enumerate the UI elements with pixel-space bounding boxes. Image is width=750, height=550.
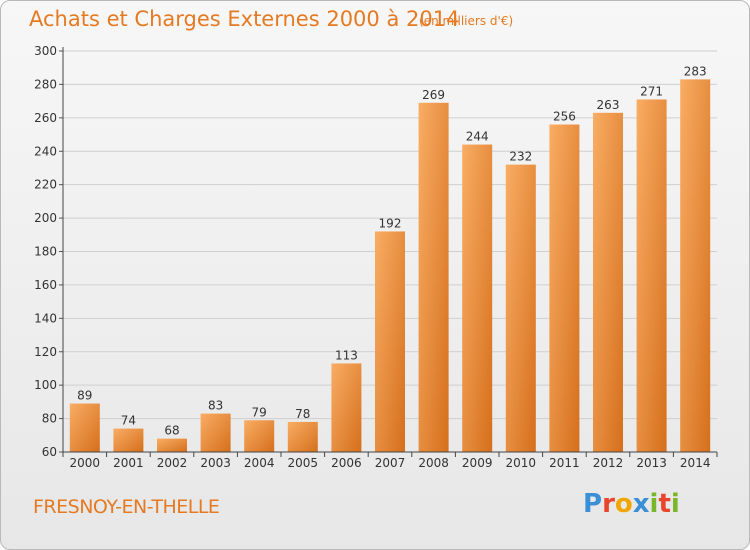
- data-label: 192: [379, 216, 402, 230]
- bar-2008: [418, 102, 449, 452]
- x-tick-label: 2010: [506, 456, 537, 470]
- chart-title: Achats et Charges Externes 2000 à 2014: [29, 7, 460, 31]
- x-tick-label: 2000: [70, 456, 101, 470]
- bar-2009: [462, 144, 493, 453]
- proxiti-logo: Proxiti: [583, 489, 680, 519]
- data-label: 283: [684, 64, 707, 78]
- bar-2004: [244, 420, 275, 452]
- y-tick-label: 160: [34, 278, 57, 292]
- data-label: 83: [208, 399, 223, 413]
- logo-letter: t: [658, 489, 671, 519]
- x-tick-label: 2011: [549, 456, 580, 470]
- y-tick-label: 100: [34, 378, 57, 392]
- bar-2002: [157, 438, 187, 452]
- x-tick-label: 2013: [636, 456, 667, 470]
- data-label: 89: [77, 389, 92, 403]
- bar-2006: [331, 363, 362, 452]
- data-label: 74: [121, 414, 136, 428]
- data-label: 232: [509, 150, 532, 164]
- data-label: 256: [553, 110, 576, 124]
- bar-2011: [549, 124, 580, 453]
- y-tick-label: 220: [34, 178, 57, 192]
- bar-2001: [113, 428, 144, 452]
- y-tick-label: 180: [34, 245, 57, 259]
- x-tick-label: 2005: [288, 456, 319, 470]
- y-tick-label: 240: [34, 144, 57, 158]
- x-tick-label: 2002: [157, 456, 188, 470]
- bar-2010: [505, 164, 536, 452]
- x-tick-label: 2012: [593, 456, 624, 470]
- bar-2000: [69, 403, 100, 452]
- data-labels: 89 74 68 83 79 78 113 192 269 244 232 256 263 271 283: [77, 64, 706, 437]
- y-tick-label: 300: [34, 44, 57, 58]
- bar-2007: [375, 231, 405, 452]
- logo-letter: i: [649, 489, 659, 519]
- x-tick-label: 2008: [418, 456, 449, 470]
- data-label: 113: [335, 348, 358, 362]
- y-tick-label: 120: [34, 345, 57, 359]
- y-tick-label: 200: [34, 211, 57, 225]
- x-tick-label: 2001: [113, 456, 144, 470]
- logo-letter: o: [614, 489, 633, 519]
- data-label: 263: [597, 98, 620, 112]
- commune-name: FRESNOY-EN-THELLE: [33, 496, 220, 518]
- data-label: 78: [295, 407, 310, 421]
- data-label: 68: [164, 424, 179, 438]
- x-tick-label: 2014: [680, 456, 711, 470]
- x-tick-label: 2007: [375, 456, 406, 470]
- x-tick-label: 2006: [331, 456, 362, 470]
- logo-letter: P: [583, 489, 603, 519]
- bar-2003: [200, 413, 231, 452]
- y-tick-label: 80: [42, 412, 57, 426]
- bar-2005: [287, 421, 318, 452]
- data-label: 271: [640, 84, 663, 98]
- y-tick-label: 260: [34, 111, 57, 125]
- logo-letter: x: [632, 489, 650, 519]
- y-tick-label: 280: [34, 77, 57, 91]
- data-label: 79: [252, 405, 267, 419]
- x-tick-label: 2004: [244, 456, 275, 470]
- x-tick-label: 2003: [200, 456, 231, 470]
- logo-letter: i: [670, 489, 680, 519]
- bar-2012: [593, 112, 623, 452]
- data-label: 244: [466, 130, 489, 144]
- logo-letter: r: [602, 489, 615, 519]
- bars: [69, 79, 711, 453]
- bar-2014: [680, 79, 711, 452]
- axes: 60 80 100 120 140 160 180 200 220 240 260 280 300 200…: [34, 44, 718, 470]
- unit-note: (en milliers d'€): [419, 14, 514, 28]
- x-tick-label: 2009: [462, 456, 493, 470]
- data-label: 269: [422, 88, 445, 102]
- y-tick-label: 60: [42, 445, 57, 459]
- y-tick-label: 140: [34, 311, 57, 325]
- bar-2013: [636, 99, 667, 453]
